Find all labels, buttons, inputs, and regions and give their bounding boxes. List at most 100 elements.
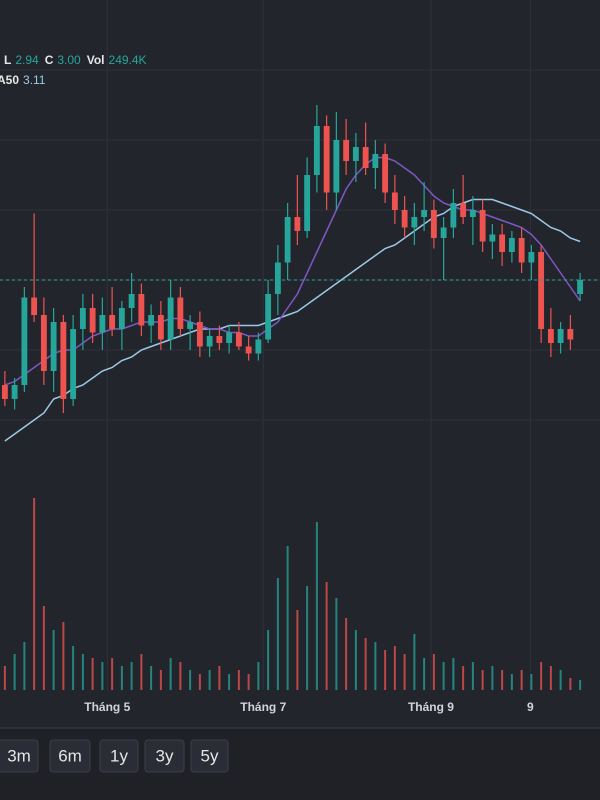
candle-body bbox=[11, 385, 18, 399]
volume-bar bbox=[579, 680, 582, 690]
range-button[interactable]: 3m bbox=[0, 739, 39, 773]
volume-bar bbox=[169, 658, 172, 690]
candle-body bbox=[138, 294, 145, 326]
volume-bar bbox=[150, 666, 153, 690]
candle-body bbox=[50, 322, 57, 371]
volume-bar bbox=[247, 674, 250, 690]
volume-bar bbox=[130, 662, 133, 690]
ma50-line bbox=[4, 198, 581, 442]
volume-bar bbox=[364, 638, 367, 690]
legend-label: C bbox=[45, 53, 54, 67]
range-button-label: 1y bbox=[110, 746, 128, 765]
volume-bar bbox=[481, 670, 484, 690]
candle-body bbox=[255, 339, 262, 354]
volume-bar bbox=[33, 498, 36, 690]
candle-body bbox=[460, 203, 467, 217]
volume-bar bbox=[13, 654, 16, 690]
candle-body bbox=[226, 332, 233, 343]
candle-body bbox=[372, 154, 379, 168]
candle-body bbox=[391, 192, 398, 210]
candle-body bbox=[382, 154, 389, 193]
candle-body bbox=[109, 315, 116, 329]
volume-bar bbox=[23, 642, 26, 690]
candle-body bbox=[235, 332, 242, 347]
candle-body bbox=[469, 210, 476, 217]
range-button-box bbox=[144, 739, 185, 773]
volume-bar bbox=[559, 670, 562, 690]
candle-body bbox=[518, 238, 525, 263]
candle-body bbox=[528, 252, 535, 263]
volume-bar bbox=[267, 630, 270, 690]
volume-bar bbox=[452, 658, 455, 690]
candle-body bbox=[557, 329, 564, 343]
chart-background bbox=[0, 0, 600, 728]
candle-body bbox=[79, 308, 86, 329]
candle-body bbox=[118, 308, 125, 329]
candle-body bbox=[333, 140, 340, 193]
volume-bar bbox=[72, 646, 75, 690]
range-button[interactable]: 6m bbox=[49, 739, 91, 773]
volume-bar bbox=[569, 678, 572, 690]
volume-bar bbox=[62, 622, 65, 690]
volume-bar bbox=[101, 662, 104, 690]
volume-bar bbox=[335, 598, 338, 690]
candle-body bbox=[265, 294, 272, 340]
candle-body bbox=[547, 329, 554, 343]
candle-body bbox=[187, 322, 194, 329]
volume-bar bbox=[3, 666, 6, 690]
x-tick-label: Tháng 7 bbox=[240, 700, 286, 714]
candle-body bbox=[411, 217, 418, 228]
volume-bar bbox=[413, 634, 416, 690]
volume-bar bbox=[471, 662, 474, 690]
volume-bar bbox=[237, 670, 240, 690]
range-button-box bbox=[0, 739, 39, 773]
candle-body bbox=[148, 315, 155, 326]
x-tick-label: Tháng 5 bbox=[84, 700, 130, 714]
candle-body bbox=[196, 322, 203, 347]
range-button[interactable]: 3y bbox=[144, 739, 185, 773]
volume-bar bbox=[520, 670, 523, 690]
candle-body bbox=[274, 262, 281, 294]
volume-bar bbox=[111, 658, 114, 690]
candle-body bbox=[128, 294, 135, 308]
candle-body bbox=[1, 385, 8, 399]
candle-body bbox=[70, 329, 77, 399]
volume-bar bbox=[42, 606, 45, 690]
volume-bar bbox=[540, 662, 543, 690]
volume-bar bbox=[189, 670, 192, 690]
candle-body bbox=[21, 297, 28, 385]
volume-bar bbox=[120, 666, 123, 690]
candle-body bbox=[430, 210, 437, 238]
legend-value: 3.11 bbox=[23, 73, 46, 87]
legend-label: L bbox=[4, 53, 11, 67]
range-button-label: 3y bbox=[156, 746, 174, 765]
legend-value: 2.94 bbox=[15, 53, 39, 67]
volume-bar bbox=[325, 582, 328, 690]
candle-body bbox=[294, 217, 301, 231]
candle-body bbox=[567, 329, 574, 340]
range-button[interactable]: 1y bbox=[99, 739, 139, 773]
volume-bar bbox=[257, 662, 260, 690]
legend-label: A50 bbox=[0, 73, 19, 87]
range-button-label: 6m bbox=[58, 746, 82, 765]
candle-body bbox=[60, 322, 67, 399]
range-button-box bbox=[190, 739, 229, 773]
volume-bar bbox=[432, 654, 435, 690]
volume-bar bbox=[403, 654, 406, 690]
candle-body bbox=[499, 234, 506, 252]
volume-bar bbox=[393, 646, 396, 690]
candle-body bbox=[401, 210, 408, 228]
volume-bar bbox=[549, 666, 552, 690]
volume-bar bbox=[286, 546, 289, 690]
volume-bar bbox=[218, 666, 221, 690]
candle-body bbox=[343, 140, 350, 161]
legend-label: Vol bbox=[87, 53, 105, 67]
candle-body bbox=[31, 297, 38, 315]
volume-bar bbox=[374, 642, 377, 690]
volume-bar bbox=[530, 674, 533, 690]
legend-value: 3.00 bbox=[57, 53, 81, 67]
x-tick-label: Tháng 9 bbox=[408, 700, 454, 714]
volume-bar bbox=[315, 522, 318, 690]
range-button[interactable]: 5y bbox=[190, 739, 229, 773]
